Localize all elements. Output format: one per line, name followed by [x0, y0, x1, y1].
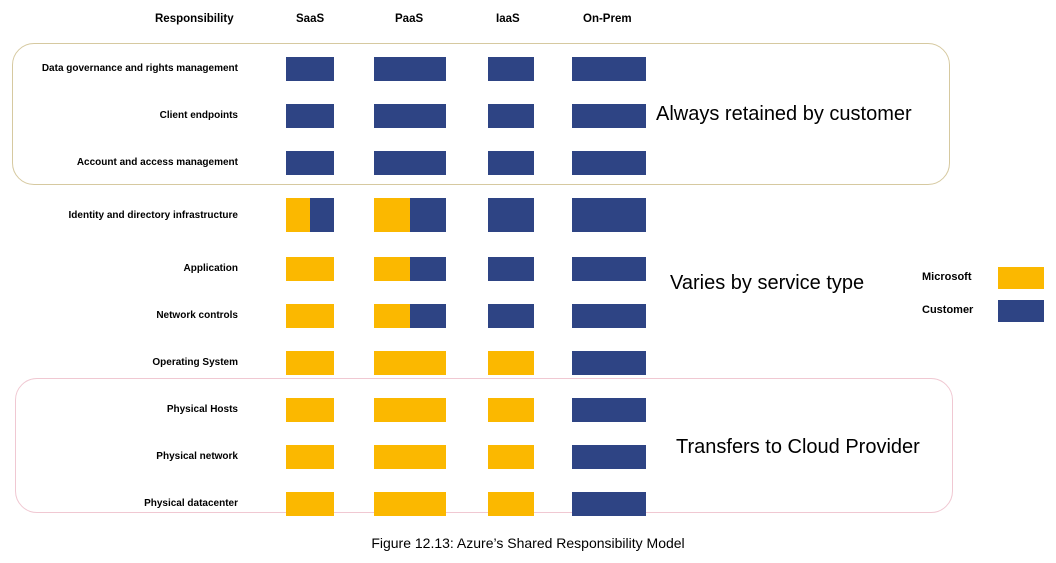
- cell-iaas-microsoft: [488, 492, 534, 516]
- cell-iaas-customer: [488, 198, 534, 232]
- cell-on-prem-customer: [572, 198, 646, 232]
- legend-label-microsoft: Microsoft: [922, 271, 972, 283]
- row-label-application: Application: [183, 263, 238, 274]
- cell-paas-microsoft: [374, 398, 446, 422]
- cell-on-prem-customer: [572, 398, 646, 422]
- cell-saas-microsoft: [286, 492, 334, 516]
- cell-paas-shared: [374, 257, 446, 281]
- cell-saas-microsoft: [286, 351, 334, 375]
- group-frame-always-retained: [12, 43, 950, 185]
- group-label-always-retained: Always retained by customer: [656, 103, 912, 125]
- cell-on-prem-customer: [572, 304, 646, 328]
- group-label-varies: Varies by service type: [670, 272, 865, 294]
- cell-saas-microsoft: [286, 304, 334, 328]
- row-label-identity-directory: Identity and directory infrastructure: [68, 210, 238, 221]
- cell-on-prem-customer: [572, 151, 646, 175]
- row-label-physical-hosts: Physical Hosts: [166, 404, 238, 415]
- cell-iaas-customer: [488, 304, 534, 328]
- cell-saas-customer: [286, 151, 334, 175]
- header-on-prem: On-Prem: [583, 13, 632, 25]
- cell-paas-shared: [374, 304, 446, 328]
- cell-on-prem-customer: [572, 445, 646, 469]
- legend-swatch-microsoft: [998, 267, 1044, 289]
- header-saas: SaaS: [296, 13, 325, 25]
- row-label-network-controls: Network controls: [156, 310, 238, 321]
- row-label-data-governance: Data governance and rights management: [41, 63, 238, 74]
- cell-paas-customer: [374, 104, 446, 128]
- figure-caption: Figure 12.13: Azure’s Shared Responsibil…: [371, 535, 685, 551]
- cell-saas-customer: [286, 104, 334, 128]
- cell-on-prem-customer: [572, 57, 646, 81]
- cell-on-prem-customer: [572, 492, 646, 516]
- cell-iaas-customer: [488, 151, 534, 175]
- cell-saas-customer: [286, 57, 334, 81]
- cell-saas-shared: [286, 198, 334, 232]
- cell-on-prem-customer: [572, 104, 646, 128]
- group-label-transfers: Transfers to Cloud Provider: [676, 436, 920, 458]
- row-label-physical-network: Physical network: [156, 451, 238, 462]
- cell-iaas-microsoft: [488, 445, 534, 469]
- legend-label-customer: Customer: [922, 304, 974, 316]
- row-label-operating-system: Operating System: [152, 357, 238, 368]
- cell-paas-shared: [374, 198, 446, 232]
- header-iaas: IaaS: [496, 13, 520, 25]
- cell-on-prem-customer: [572, 257, 646, 281]
- cell-paas-microsoft: [374, 351, 446, 375]
- cell-paas-microsoft: [374, 492, 446, 516]
- row-label-account-access: Account and access management: [76, 157, 238, 168]
- cell-iaas-customer: [488, 57, 534, 81]
- cell-iaas-microsoft: [488, 398, 534, 422]
- cell-saas-microsoft: [286, 398, 334, 422]
- header-responsibility: Responsibility: [155, 13, 234, 25]
- cell-paas-microsoft: [374, 445, 446, 469]
- cell-on-prem-customer: [572, 351, 646, 375]
- row-label-physical-datacenter: Physical datacenter: [144, 498, 238, 509]
- cell-saas-microsoft: [286, 257, 334, 281]
- cell-paas-customer: [374, 151, 446, 175]
- cell-paas-customer: [374, 57, 446, 81]
- group-frame-transfers: [15, 378, 953, 513]
- row-label-client-endpoints: Client endpoints: [159, 110, 238, 121]
- cell-saas-microsoft: [286, 445, 334, 469]
- header-paas: PaaS: [395, 13, 424, 25]
- legend-swatch-customer: [998, 300, 1044, 322]
- cell-iaas-microsoft: [488, 351, 534, 375]
- cell-iaas-customer: [488, 104, 534, 128]
- cell-iaas-customer: [488, 257, 534, 281]
